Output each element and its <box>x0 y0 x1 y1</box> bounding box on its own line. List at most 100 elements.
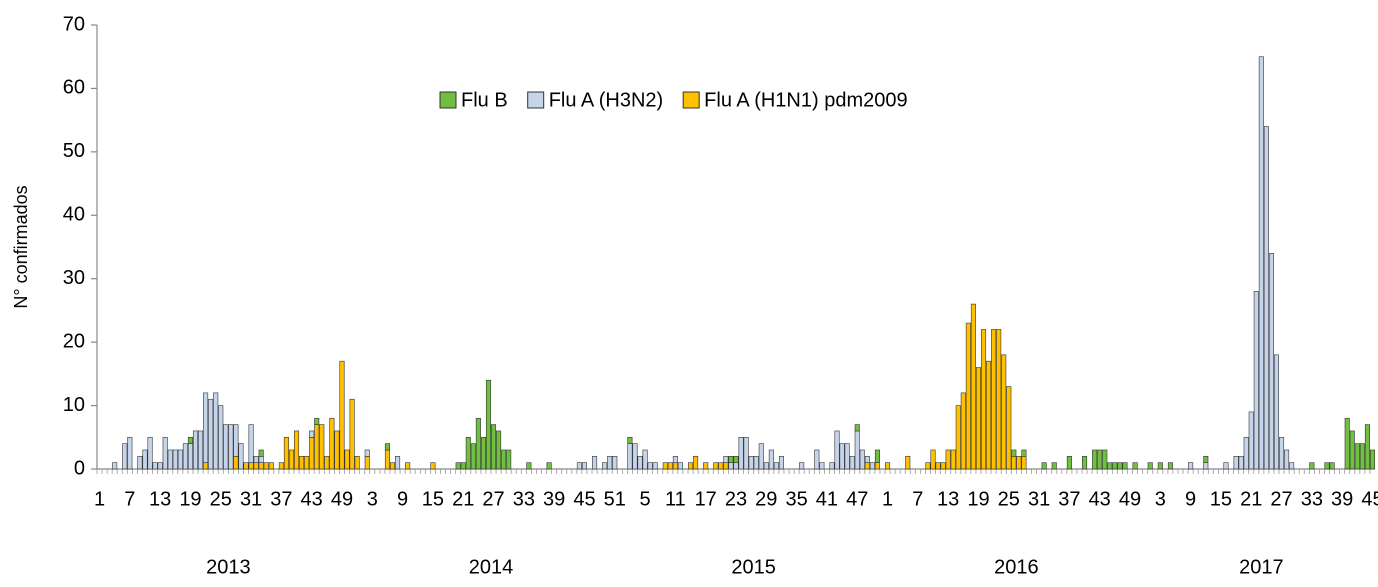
x-tick-label: 45 <box>573 488 595 510</box>
legend-label: Flu A (H3N2) <box>549 89 663 111</box>
bar-segment <box>602 462 608 470</box>
bar-segment <box>455 462 461 470</box>
bar-segment <box>334 430 340 470</box>
bar-segment <box>208 398 214 470</box>
bar-segment <box>925 462 931 470</box>
x-tick-label: 43 <box>1089 488 1111 510</box>
x-tick-label: 49 <box>331 488 353 510</box>
bar-segment <box>1122 462 1128 470</box>
bar-segment <box>233 456 239 470</box>
bar-segment <box>703 462 709 470</box>
bar-segment <box>799 462 805 470</box>
x-tick-label: 33 <box>1301 488 1323 510</box>
bar-segment <box>728 456 734 463</box>
bar-segment <box>203 392 209 463</box>
x-tick-label: 29 <box>755 488 777 510</box>
bar-segment <box>1021 456 1027 470</box>
bar-segment <box>1112 462 1118 470</box>
bar-segment <box>1041 462 1047 470</box>
bar-segment <box>1344 417 1350 470</box>
bar-segment <box>960 392 966 470</box>
bar-segment <box>1359 443 1365 470</box>
bar-segment <box>672 462 678 470</box>
y-tick-label: 20 <box>63 330 85 352</box>
bar-segment <box>763 462 769 470</box>
bar-segment <box>314 424 320 470</box>
x-tick-label: 43 <box>301 488 323 510</box>
bar-segment <box>1309 462 1315 470</box>
bar-segment <box>339 360 345 470</box>
x-tick-label: 1 <box>94 488 105 510</box>
bar-segment <box>1097 449 1103 470</box>
bar-segment <box>283 436 289 470</box>
bar-segment <box>773 462 779 470</box>
bar-segment <box>1167 462 1173 470</box>
year-label: 2016 <box>994 556 1039 578</box>
y-tick-label: 60 <box>63 77 85 99</box>
x-tick-label: 17 <box>695 488 717 510</box>
x-tick-label: 15 <box>1210 488 1232 510</box>
x-tick-label: 49 <box>1119 488 1141 510</box>
year-label: 2014 <box>469 556 514 578</box>
x-tick-label: 19 <box>967 488 989 510</box>
bar-segment <box>395 456 401 470</box>
bar-segment <box>192 430 199 470</box>
bar-segment <box>975 367 981 470</box>
y-tick-label: 70 <box>63 13 85 35</box>
bar-segment <box>627 443 633 470</box>
x-tick-label: 13 <box>937 488 959 510</box>
bar-segment <box>1238 456 1244 470</box>
x-tick-label: 21 <box>452 488 474 510</box>
bar-segment <box>354 456 360 470</box>
bar-segment <box>1223 462 1229 470</box>
bar-segment <box>304 456 310 470</box>
x-tick-label: 39 <box>1331 488 1353 510</box>
bar-segment <box>526 462 532 470</box>
x-tick-label: 31 <box>1028 488 1050 510</box>
bar-segment <box>1279 436 1285 470</box>
x-tick-label: 23 <box>725 488 747 510</box>
bar-segment <box>288 449 295 470</box>
bar-segment <box>834 430 840 470</box>
y-tick-label: 50 <box>63 140 85 162</box>
bar-segment <box>384 443 390 451</box>
x-tick-label: 3 <box>367 488 378 510</box>
bar-segment <box>198 430 204 470</box>
bar-segment <box>172 449 178 470</box>
bar-segment <box>839 443 845 470</box>
bar-segment <box>627 436 633 444</box>
x-tick-label: 27 <box>482 488 504 510</box>
bar-segment <box>1066 456 1072 470</box>
bar-segment <box>1289 462 1295 470</box>
bar-segment <box>864 456 870 463</box>
legend-swatch <box>527 91 545 109</box>
bar-segment <box>218 405 224 470</box>
bar-segment <box>677 462 683 470</box>
bar-segment <box>228 424 234 470</box>
bar-segment <box>718 462 724 470</box>
x-tick-label: 25 <box>210 488 232 510</box>
bar-segment <box>758 443 764 470</box>
x-tick-label: 13 <box>149 488 171 510</box>
bar-segment <box>1329 462 1335 470</box>
bar-segment <box>384 449 390 470</box>
bar-segment <box>248 462 254 470</box>
bar-segment <box>1253 291 1259 470</box>
bar-segment <box>187 443 193 470</box>
bar-segment <box>112 462 118 470</box>
bar-segment <box>127 436 133 470</box>
bar-segment <box>935 462 941 470</box>
bar-segment <box>854 430 860 470</box>
bar-segment <box>1092 449 1098 470</box>
bar-segment <box>142 449 148 470</box>
bar-segment <box>187 436 193 444</box>
bar-segment <box>743 436 749 470</box>
x-tick-label: 25 <box>998 488 1020 510</box>
bar-segment <box>248 424 254 463</box>
bar-segment <box>592 456 598 470</box>
bar-segment <box>268 462 274 470</box>
bar-segment <box>885 462 891 470</box>
bar-segment <box>980 329 987 470</box>
bar-segment <box>844 443 850 470</box>
